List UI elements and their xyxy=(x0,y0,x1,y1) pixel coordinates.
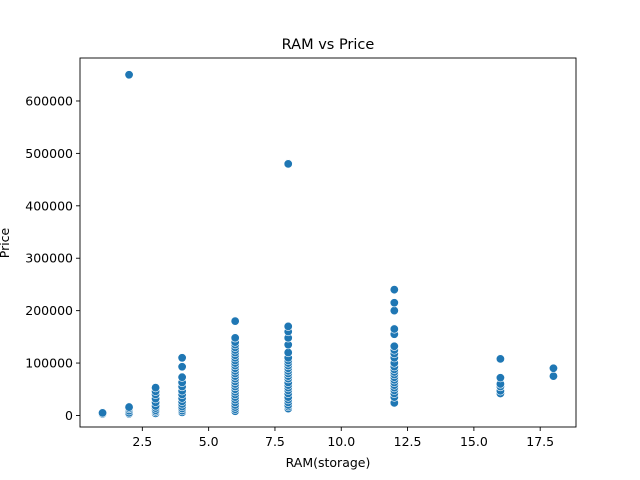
y-axis-title: Price xyxy=(0,227,12,258)
data-point xyxy=(283,159,293,169)
y-tick-label: 300000 xyxy=(25,251,73,266)
data-point xyxy=(177,353,187,363)
data-point xyxy=(177,372,187,382)
x-tick-label: 5.0 xyxy=(199,434,219,449)
data-point xyxy=(548,363,558,373)
y-tick-label: 200000 xyxy=(25,303,73,318)
y-tick-label: 100000 xyxy=(25,356,73,371)
data-point xyxy=(230,333,240,343)
data-point xyxy=(548,371,558,381)
plot-background xyxy=(80,58,576,427)
x-tick-label: 10.0 xyxy=(327,434,355,449)
x-tick-label: 7.5 xyxy=(265,434,285,449)
data-point xyxy=(151,383,161,393)
plot-frame xyxy=(79,57,577,428)
chart-title: RAM vs Price xyxy=(282,37,375,53)
x-tick-label: 2.5 xyxy=(132,434,152,449)
x-axis-title: RAM(storage) xyxy=(286,455,371,470)
data-point xyxy=(389,306,399,316)
data-point xyxy=(177,362,187,372)
data-point xyxy=(495,354,505,364)
data-point xyxy=(389,285,399,295)
data-point xyxy=(283,321,293,331)
data-point xyxy=(495,373,505,383)
y-tick-label: 400000 xyxy=(25,198,73,213)
data-point xyxy=(98,408,108,418)
points-layer xyxy=(98,70,558,419)
data-point xyxy=(230,316,240,326)
y-tick-label: 500000 xyxy=(25,146,73,161)
data-point xyxy=(389,298,399,308)
x-tick-label: 17.5 xyxy=(526,434,554,449)
x-axis: 2.5 5.0 7.5 10.0 12.5 15.0 17.5 xyxy=(132,427,554,449)
data-point xyxy=(389,341,399,351)
x-tick-label: 15.0 xyxy=(460,434,488,449)
x-tick-label: 12.5 xyxy=(394,434,422,449)
y-axis: 0 100000 200000 300000 400000 500000 600000 xyxy=(25,93,80,423)
data-point xyxy=(283,348,293,358)
y-tick-label: 0 xyxy=(65,408,73,423)
y-tick-label: 600000 xyxy=(25,93,73,108)
data-point xyxy=(124,402,134,412)
data-point xyxy=(124,70,134,80)
data-point xyxy=(389,324,399,334)
